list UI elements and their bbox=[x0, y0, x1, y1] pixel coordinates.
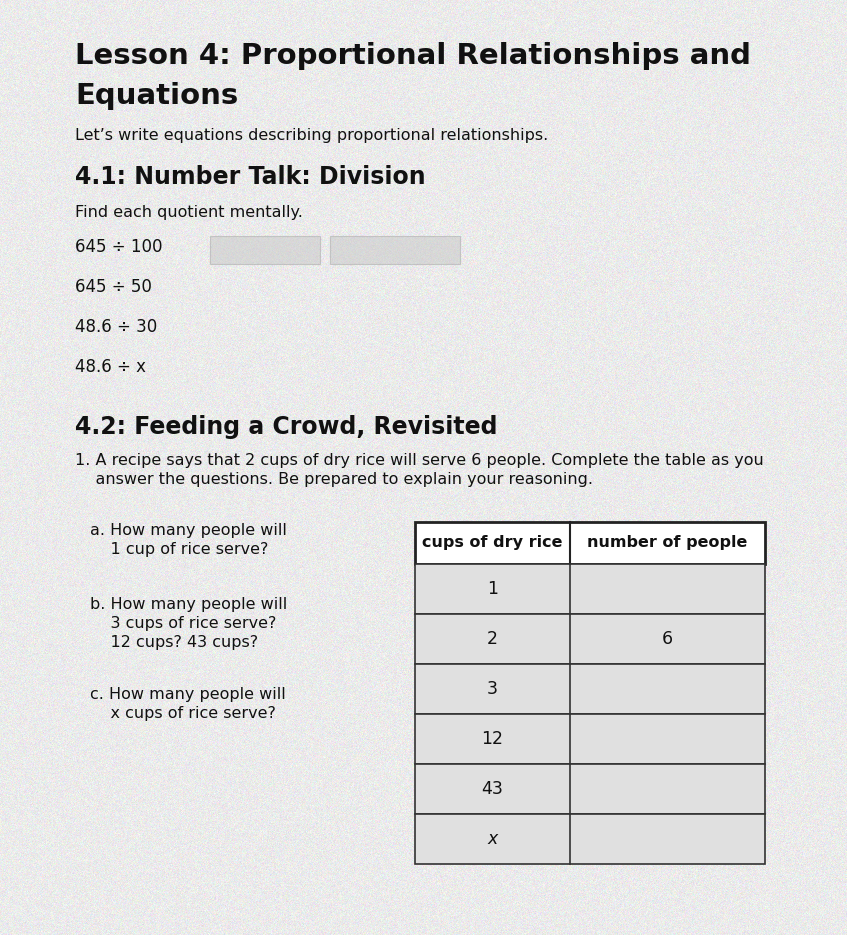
Text: a. How many people will: a. How many people will bbox=[90, 523, 287, 538]
Text: Let’s write equations describing proportional relationships.: Let’s write equations describing proport… bbox=[75, 128, 548, 143]
Text: cups of dry rice: cups of dry rice bbox=[423, 536, 562, 551]
FancyBboxPatch shape bbox=[415, 764, 765, 814]
FancyBboxPatch shape bbox=[415, 522, 765, 564]
FancyBboxPatch shape bbox=[415, 714, 765, 764]
FancyBboxPatch shape bbox=[415, 664, 765, 714]
Text: 1. A recipe says that 2 cups of dry rice will serve 6 people. Complete the table: 1. A recipe says that 2 cups of dry rice… bbox=[75, 453, 764, 468]
Text: 48.6 ÷ 30: 48.6 ÷ 30 bbox=[75, 318, 158, 336]
Text: b. How many people will: b. How many people will bbox=[90, 597, 287, 612]
FancyBboxPatch shape bbox=[415, 614, 765, 664]
Text: Find each quotient mentally.: Find each quotient mentally. bbox=[75, 205, 303, 220]
Text: 12: 12 bbox=[481, 730, 503, 748]
Text: x cups of rice serve?: x cups of rice serve? bbox=[90, 706, 276, 721]
FancyBboxPatch shape bbox=[210, 236, 320, 264]
Text: 12 cups? 43 cups?: 12 cups? 43 cups? bbox=[90, 635, 258, 650]
Text: 43: 43 bbox=[482, 780, 503, 798]
Text: 1 cup of rice serve?: 1 cup of rice serve? bbox=[90, 542, 268, 557]
Text: Lesson 4: Proportional Relationships and: Lesson 4: Proportional Relationships and bbox=[75, 42, 751, 70]
Text: Equations: Equations bbox=[75, 82, 238, 110]
Text: 3 cups of rice serve?: 3 cups of rice serve? bbox=[90, 616, 276, 631]
FancyBboxPatch shape bbox=[415, 564, 765, 614]
Text: 645 ÷ 100: 645 ÷ 100 bbox=[75, 238, 163, 256]
Text: 3: 3 bbox=[487, 680, 498, 698]
Text: 6: 6 bbox=[662, 630, 673, 648]
FancyBboxPatch shape bbox=[415, 814, 765, 864]
Text: 48.6 ÷ x: 48.6 ÷ x bbox=[75, 358, 146, 376]
Text: answer the questions. Be prepared to explain your reasoning.: answer the questions. Be prepared to exp… bbox=[75, 472, 593, 487]
Text: 2: 2 bbox=[487, 630, 498, 648]
Text: 645 ÷ 50: 645 ÷ 50 bbox=[75, 278, 152, 296]
Text: number of people: number of people bbox=[587, 536, 748, 551]
Text: 4.2: Feeding a Crowd, Revisited: 4.2: Feeding a Crowd, Revisited bbox=[75, 415, 497, 439]
Text: c. How many people will: c. How many people will bbox=[90, 687, 285, 702]
Text: x: x bbox=[487, 830, 498, 848]
FancyBboxPatch shape bbox=[330, 236, 460, 264]
Text: 1: 1 bbox=[487, 580, 498, 598]
Text: 4.1: Number Talk: Division: 4.1: Number Talk: Division bbox=[75, 165, 426, 189]
